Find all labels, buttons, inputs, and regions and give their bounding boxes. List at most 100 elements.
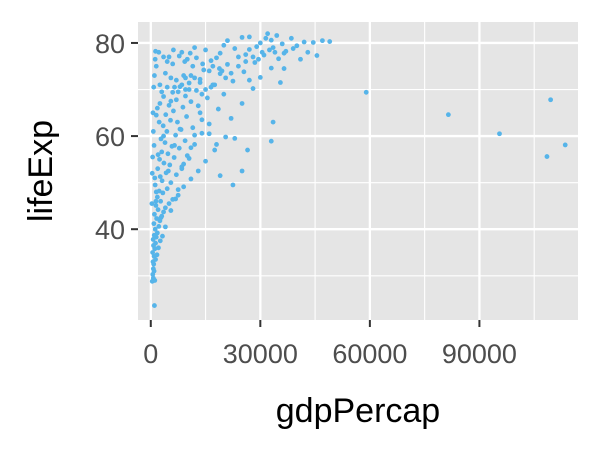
data-point	[150, 154, 156, 160]
data-point	[246, 47, 252, 52]
data-point	[159, 149, 165, 155]
data-point	[172, 84, 177, 90]
data-point	[206, 121, 212, 127]
data-point	[168, 180, 174, 186]
data-point	[215, 106, 221, 112]
data-point	[176, 53, 182, 59]
data-point	[166, 201, 172, 206]
data-point	[161, 209, 166, 215]
data-point	[162, 224, 168, 230]
data-point	[221, 91, 227, 97]
data-point	[154, 252, 160, 258]
data-point	[225, 38, 230, 44]
data-point	[187, 50, 193, 56]
data-point	[165, 168, 171, 174]
data-point	[278, 80, 283, 85]
data-point	[153, 240, 158, 246]
data-point	[363, 89, 369, 95]
data-point	[154, 105, 160, 111]
data-point	[168, 208, 174, 213]
y-axis-title: lifeExp	[22, 120, 60, 222]
data-point	[173, 172, 179, 178]
data-point	[162, 140, 168, 145]
data-point	[166, 54, 172, 60]
data-point	[217, 173, 223, 179]
y-tick-label: 80	[95, 29, 125, 59]
data-point	[281, 50, 287, 56]
data-point	[223, 75, 229, 81]
data-point	[159, 178, 165, 184]
data-point	[172, 142, 177, 148]
data-point	[175, 187, 181, 193]
data-point	[156, 245, 161, 251]
data-point	[230, 182, 236, 188]
data-point	[194, 55, 199, 61]
data-point	[250, 54, 256, 60]
data-point	[190, 63, 196, 69]
data-point	[183, 93, 188, 99]
data-point	[155, 152, 161, 158]
data-point	[225, 61, 230, 67]
data-point	[171, 47, 176, 53]
data-point	[288, 35, 294, 41]
data-point	[232, 136, 238, 141]
data-point	[151, 268, 157, 274]
data-point	[268, 138, 274, 144]
data-point	[239, 101, 245, 106]
x-tick-label: 30000	[223, 339, 298, 369]
data-point	[165, 151, 171, 157]
data-point	[168, 117, 173, 123]
data-point	[153, 189, 159, 195]
data-point	[175, 119, 180, 125]
data-point	[154, 194, 160, 200]
data-point	[171, 155, 177, 160]
data-point	[153, 203, 159, 208]
data-point	[164, 59, 170, 64]
axes: 0 30000 60000 90000 40 60 80	[95, 29, 517, 369]
data-point	[245, 147, 250, 153]
y-tick-label: 40	[95, 215, 125, 245]
data-point	[158, 198, 164, 204]
data-point	[152, 73, 157, 78]
data-point	[150, 250, 156, 255]
data-point	[274, 33, 280, 38]
data-point	[155, 207, 161, 213]
data-point	[197, 110, 203, 116]
data-point	[228, 70, 234, 76]
data-point	[153, 63, 159, 69]
data-point	[188, 176, 194, 182]
data-point	[164, 129, 170, 134]
data-point	[232, 46, 238, 51]
data-point	[173, 77, 179, 83]
data-point	[265, 31, 271, 37]
grid	[138, 22, 578, 320]
data-point	[210, 63, 216, 69]
data-point	[195, 168, 201, 174]
data-point	[154, 230, 160, 236]
data-point	[179, 49, 185, 55]
x-axis-title: gdpPercap	[276, 392, 440, 430]
data-point	[212, 82, 218, 88]
data-point	[168, 75, 174, 81]
data-point	[152, 56, 158, 62]
data-point	[206, 131, 212, 137]
data-point	[161, 133, 166, 139]
data-point	[263, 35, 269, 41]
data-point	[163, 112, 169, 118]
data-point	[156, 224, 162, 229]
data-point	[203, 158, 208, 164]
data-point	[246, 77, 252, 83]
data-point	[168, 98, 174, 104]
data-point	[236, 54, 241, 60]
data-point	[176, 145, 182, 151]
data-point	[152, 211, 157, 217]
data-point	[272, 49, 278, 55]
data-point	[221, 42, 227, 48]
data-point	[228, 115, 234, 121]
data-point	[179, 166, 185, 172]
data-point	[327, 39, 333, 44]
x-tick-label: 60000	[332, 339, 407, 369]
data-point	[445, 112, 451, 118]
data-point	[160, 233, 165, 239]
data-point	[290, 46, 296, 51]
